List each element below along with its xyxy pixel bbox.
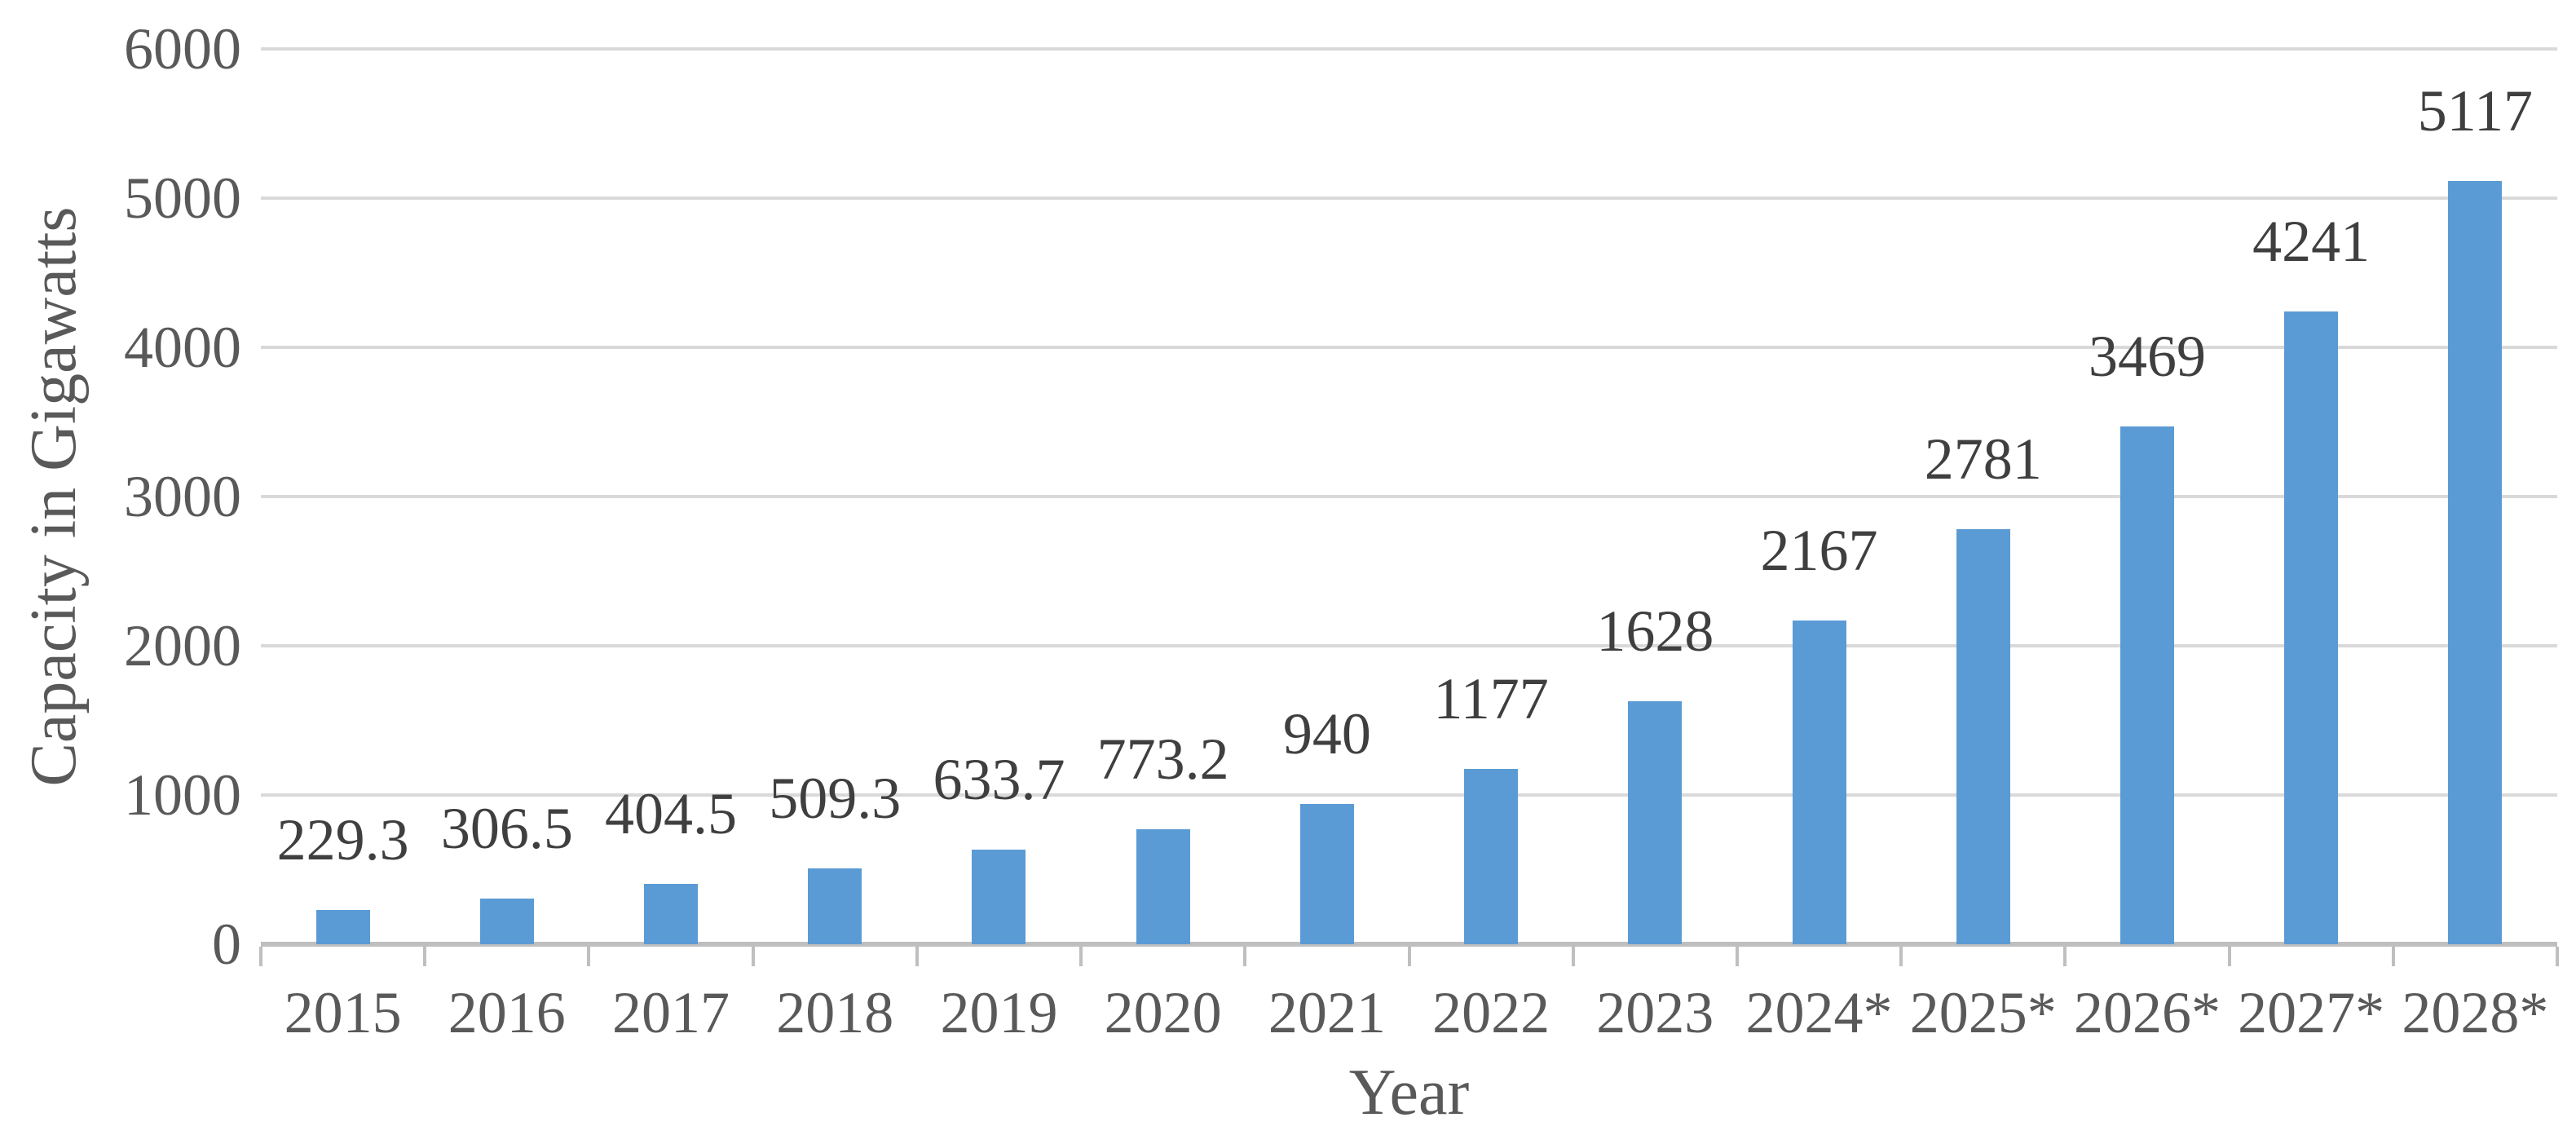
y-tick-label: 3000 <box>124 464 241 529</box>
gridline <box>261 793 2557 797</box>
x-tick-mark <box>2391 947 2395 966</box>
data-label: 773.2 <box>1096 726 1229 792</box>
y-tick-label: 1000 <box>124 762 241 828</box>
x-category-label: 2020 <box>1104 980 1222 1045</box>
x-tick-mark <box>1243 947 1247 966</box>
bar-2020 <box>1136 828 1190 944</box>
gridline <box>261 47 2557 51</box>
x-tick-mark <box>259 947 262 966</box>
data-label: 1177 <box>1433 665 1549 731</box>
y-tick-label: 5000 <box>124 166 241 231</box>
data-label: 5117 <box>2417 77 2534 144</box>
data-label: 940 <box>1282 700 1371 766</box>
bar-2025* <box>1956 529 2010 944</box>
y-tick-label: 4000 <box>124 315 241 380</box>
data-label: 3469 <box>2088 324 2206 390</box>
bar-2022 <box>1464 768 1519 944</box>
y-tick-label: 2000 <box>124 613 241 678</box>
bar-2028* <box>2448 180 2503 944</box>
x-category-label: 2026* <box>2073 980 2221 1045</box>
bar-2021 <box>1299 803 1354 944</box>
bar-2018 <box>808 868 862 944</box>
x-category-label: 2018 <box>776 980 894 1045</box>
x-category-label: 2023 <box>1596 980 1714 1045</box>
x-tick-mark <box>751 947 755 966</box>
bar-2017 <box>644 883 699 944</box>
x-axis-line <box>261 942 2557 947</box>
data-label: 1628 <box>1596 599 1714 665</box>
x-category-label: 2027* <box>2238 980 2385 1045</box>
x-tick-mark <box>1571 947 1575 966</box>
data-label: 4241 <box>2252 208 2371 274</box>
gridline <box>261 644 2557 647</box>
y-tick-label: 0 <box>212 912 241 977</box>
x-tick-mark <box>1079 947 1083 966</box>
x-tick-mark <box>1735 947 1739 966</box>
data-label: 509.3 <box>769 765 902 831</box>
data-label: 229.3 <box>276 807 409 873</box>
x-tick-mark <box>1899 947 1903 966</box>
x-tick-mark <box>423 947 427 966</box>
x-tick-mark <box>2063 947 2067 966</box>
x-category-label: 2025* <box>1909 980 2057 1045</box>
data-label: 306.5 <box>440 795 573 861</box>
y-tick-label: 6000 <box>124 16 241 82</box>
x-category-label: 2017 <box>612 980 730 1045</box>
plot-area: 229.3 306.5 404.5 509.3 633.7 773.2 940 1177 162… <box>259 47 2559 1045</box>
x-category-label: 2022 <box>1432 980 1550 1045</box>
data-label: 2781 <box>1924 426 2042 492</box>
gridline <box>261 197 2557 200</box>
bar-2016 <box>479 898 534 944</box>
x-tick-mark <box>2556 947 2559 966</box>
bar-2015 <box>315 910 370 944</box>
data-label: 633.7 <box>933 747 1065 813</box>
bar-2023 <box>1628 701 1683 944</box>
x-category-label: 2015 <box>284 980 402 1045</box>
bar-2026* <box>2119 426 2174 944</box>
x-tick-mark <box>1407 947 1411 966</box>
bar-2024* <box>1792 621 1846 944</box>
bar-2019 <box>972 850 1026 944</box>
data-label: 404.5 <box>605 780 738 846</box>
x-category-label: 2021 <box>1268 980 1386 1045</box>
x-tick-mark <box>2227 947 2231 966</box>
x-axis-title: Year <box>1348 1057 1470 1129</box>
x-tick-mark <box>587 947 591 966</box>
gridline <box>261 346 2557 349</box>
x-tick-mark <box>915 947 919 966</box>
x-category-label: 2016 <box>448 980 566 1045</box>
x-category-label: 2028* <box>2402 980 2549 1045</box>
gridline <box>261 495 2557 498</box>
bar-2027* <box>2284 311 2339 944</box>
data-label: 2167 <box>1760 518 1878 584</box>
x-category-label: 2019 <box>940 980 1058 1045</box>
x-category-label: 2024* <box>1745 980 1893 1045</box>
